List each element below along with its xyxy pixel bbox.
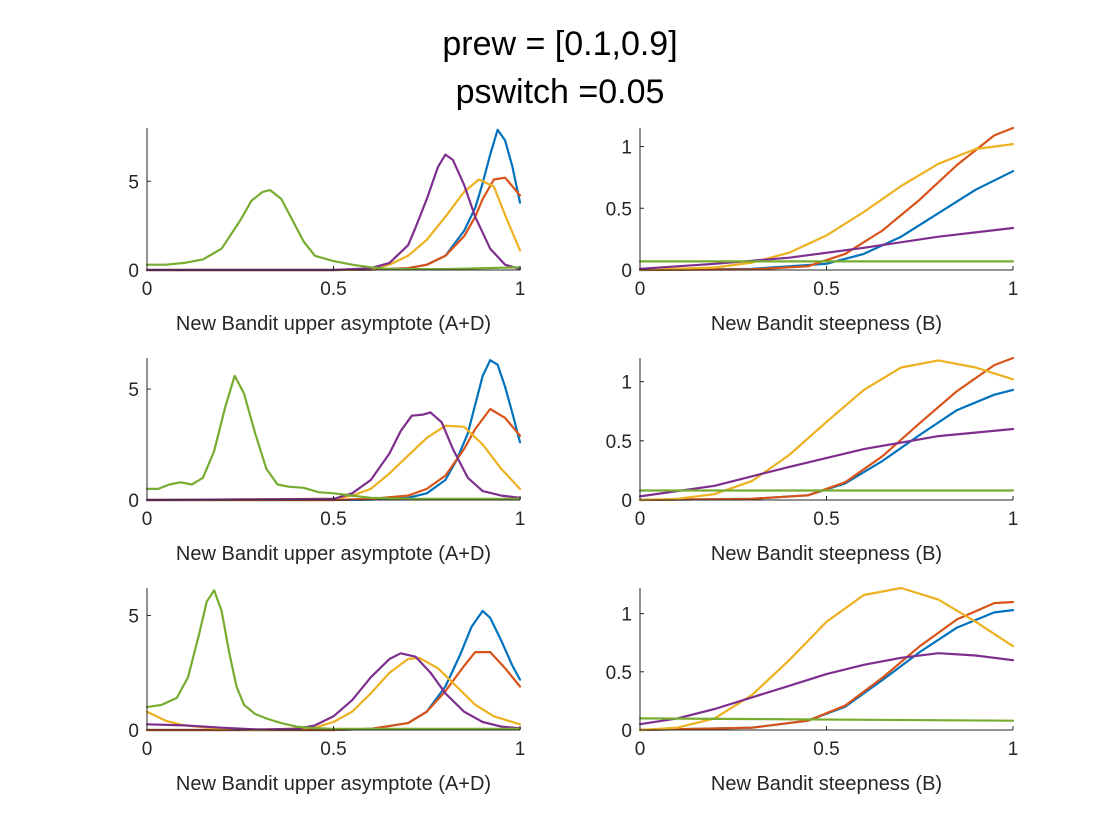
series-line-orange [638,126,1015,272]
subplot-r3-right: 0 0.5 1 0 0.5 1 New Bandit steepness (B) [606,586,1019,795]
series-line-green [638,717,1015,722]
subplot-r2-left: 0 0.5 1 0 5 New Bandit upper asymptote (A+D) [128,358,525,565]
subplot-r1-right: 0 0.5 1 0 0.5 1 New Bandit steepness (B) [606,126,1019,335]
series-line-purple [638,652,1015,726]
x-axis-label: New Bandit steepness (B) [711,773,942,795]
series-line-orange [145,650,522,732]
x-tick-label: 0.5 [320,279,346,300]
y-tick-label: 1 [621,605,632,626]
series-line-blue [145,128,522,272]
y-tick-label: 0.5 [606,199,632,220]
x-tick-label: 1 [515,279,526,300]
series-line-yellow [638,143,1015,272]
x-tick-label: 0.5 [320,739,346,760]
series-line-purple [145,153,522,272]
y-tick-label: 0 [621,721,632,742]
x-tick-label: 0 [635,279,646,300]
y-tick-label: 0 [621,491,632,512]
series-line-purple [145,652,522,731]
x-axis-label: New Bandit steepness (B) [711,543,942,565]
series-line-yellow [145,656,522,732]
x-tick-label: 0 [142,279,153,300]
x-tick-label: 0.5 [813,279,839,300]
subplot-r1-left: 0 0.5 1 0 5 New Bandit upper asymptote (A+D) [128,128,525,335]
x-tick-label: 0.5 [320,509,346,530]
title-line-1: prew = [0.1,0.9] [442,25,677,63]
series-line-orange [145,407,522,502]
y-tick-label: 0 [621,261,632,282]
y-tick-label: 0 [128,721,139,742]
series-line-purple [145,411,522,502]
x-tick-label: 1 [1008,739,1019,760]
x-axis-label: New Bandit steepness (B) [711,313,942,335]
series-line-yellow [145,178,522,272]
x-tick-label: 0 [635,509,646,530]
x-tick-label: 0 [142,509,153,530]
subplot-r3-left: 0 0.5 1 0 5 New Bandit upper asymptote (A+D) [128,588,525,795]
y-tick-label: 1 [621,138,632,159]
series-line-blue [638,388,1015,502]
x-axis-label: New Bandit upper asymptote (A+D) [176,773,491,795]
x-tick-label: 1 [515,739,526,760]
subplot-r2-right: 0 0.5 1 0 0.5 1 New Bandit steepness (B) [606,356,1019,565]
series-line-purple [638,226,1015,270]
x-axis-label: New Bandit upper asymptote (A+D) [176,313,491,335]
series-line-yellow [638,359,1015,502]
x-tick-label: 1 [1008,509,1019,530]
series-line-green [145,374,522,500]
y-tick-label: 0.5 [606,663,632,684]
series-line-blue [638,170,1015,272]
series-line-orange [638,356,1015,502]
y-tick-label: 5 [128,606,139,627]
y-tick-label: 0 [128,491,139,512]
series-line-green [145,589,522,731]
y-tick-label: 0 [128,261,139,282]
title-line-2: pswitch =0.05 [456,73,665,111]
y-tick-label: 5 [128,380,139,401]
x-tick-label: 0.5 [813,509,839,530]
series-line-orange [638,600,1015,732]
x-tick-label: 0 [142,739,153,760]
series-line-yellow [638,586,1015,732]
series-line-yellow [145,424,522,502]
y-tick-label: 1 [621,373,632,394]
series-line-purple [638,427,1015,498]
y-tick-label: 0.5 [606,432,632,453]
x-tick-label: 1 [1008,279,1019,300]
x-tick-label: 0.5 [813,739,839,760]
x-tick-label: 1 [515,509,526,530]
x-axis-label: New Bandit upper asymptote (A+D) [176,543,491,565]
series-line-green [145,189,522,271]
y-tick-label: 5 [128,172,139,193]
x-tick-label: 0 [635,739,646,760]
